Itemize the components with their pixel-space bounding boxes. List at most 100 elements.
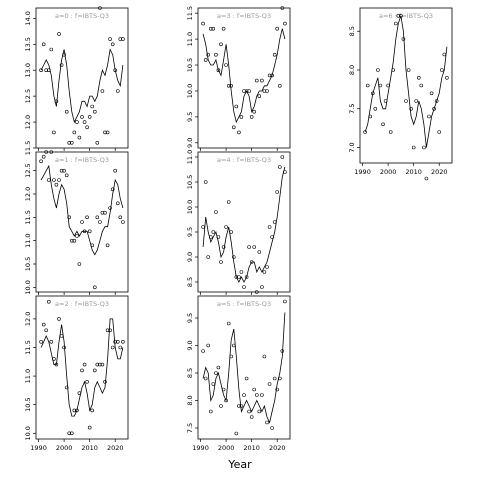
panel-4: a=4 : f=IBTS-Q3 8.5 9.0 9.5 10.0 10.5 11.0 <box>186 150 291 295</box>
observed-point <box>95 362 100 367</box>
observed-point <box>52 130 56 135</box>
observed-point <box>116 201 120 206</box>
observed-point <box>108 37 112 41</box>
observed-point <box>72 238 77 243</box>
observed-point <box>234 431 239 436</box>
observed-point <box>388 130 393 134</box>
observed-point <box>252 245 256 249</box>
y-tick-label: 9.0 <box>186 252 194 262</box>
observed-point <box>118 215 123 220</box>
fitted-line <box>40 48 124 124</box>
x-tick-label: 2010 <box>81 444 98 452</box>
observed-point <box>242 393 246 397</box>
observed-point <box>254 393 259 397</box>
observed-point <box>70 431 74 436</box>
y-tick-label: 10.0 <box>24 280 32 294</box>
fitted-line <box>202 28 286 124</box>
observed-point <box>275 26 280 31</box>
x-tick-label: 2010 <box>405 168 422 176</box>
observed-point <box>90 104 94 109</box>
observed-point <box>373 107 378 111</box>
observed-point <box>72 130 77 135</box>
observed-point <box>82 362 87 367</box>
observed-point <box>105 130 110 135</box>
observed-point <box>113 339 117 344</box>
observed-point <box>105 243 110 248</box>
observed-point <box>118 37 123 41</box>
y-tick-label: 8.0 <box>186 395 194 405</box>
observed-point <box>93 285 97 290</box>
observed-point <box>87 425 92 430</box>
observed-point <box>113 68 117 72</box>
observed-point <box>41 154 46 159</box>
observed-point <box>242 285 246 289</box>
y-tick-label: 8.5 <box>186 368 194 378</box>
y-tick-label: 11.0 <box>24 369 32 383</box>
observed-point <box>376 68 380 72</box>
observed-point <box>427 114 431 119</box>
observed-point <box>226 84 231 88</box>
observed-point <box>275 190 280 194</box>
panel-title: a=3 : f=IBTS-Q3 <box>217 12 271 20</box>
observed-point <box>422 145 426 150</box>
y-tick-label: 12.0 <box>24 187 32 201</box>
observed-point <box>100 362 105 367</box>
observed-point <box>46 299 51 304</box>
observed-point <box>257 250 262 254</box>
y-tick-label: 8.5 <box>348 26 356 36</box>
observed-point <box>54 99 59 104</box>
observed-point <box>439 68 444 72</box>
observed-point <box>224 63 228 67</box>
observed-point <box>98 6 102 10</box>
observed-point <box>399 14 403 18</box>
observed-point <box>363 130 367 134</box>
observed-point <box>108 328 112 333</box>
observed-point <box>277 376 282 381</box>
observed-point <box>95 141 100 145</box>
observed-point <box>219 404 223 408</box>
observed-point <box>82 229 87 234</box>
observed-point <box>110 42 115 47</box>
y-tick-label: 11.5 <box>24 210 32 224</box>
panel-title: a=5 : f=IBTS-Q3 <box>217 300 271 308</box>
panel-frame <box>197 151 291 293</box>
observed-point <box>206 343 210 348</box>
observed-point <box>424 176 429 181</box>
observed-point <box>396 14 401 18</box>
observed-point <box>70 141 74 145</box>
observed-point <box>275 387 280 392</box>
observed-point <box>41 42 46 47</box>
observed-point <box>90 243 94 248</box>
panel-frame <box>35 7 129 149</box>
observed-point <box>59 168 64 173</box>
observed-point <box>280 349 285 353</box>
observed-point <box>85 125 89 130</box>
observed-point <box>203 58 208 62</box>
observed-point <box>121 220 125 224</box>
panel-title: a=0 : f=IBTS-Q3 <box>55 12 109 20</box>
observed-point <box>203 180 208 184</box>
observed-point <box>57 178 61 182</box>
y-tick-label: 10.5 <box>186 175 194 189</box>
observed-point <box>393 21 398 26</box>
y-tick-label: 10.0 <box>186 84 194 98</box>
y-tick-label: 11.5 <box>24 340 32 354</box>
x-tick-label: 2010 <box>243 444 260 452</box>
observed-point <box>237 275 241 279</box>
observed-point <box>280 155 285 159</box>
observed-point <box>229 84 233 88</box>
observed-point <box>226 200 231 204</box>
observed-point <box>44 150 49 154</box>
observed-point <box>283 21 287 26</box>
observed-point <box>280 6 285 10</box>
observed-point <box>110 187 115 192</box>
observed-point <box>108 206 112 210</box>
y-tick-label: 10.5 <box>186 58 194 72</box>
panel-1: a=3 : f=IBTS-Q3 9.0 9.5 10.0 10.5 11.0 11.5 <box>186 6 291 151</box>
observed-point <box>214 52 218 57</box>
observed-point <box>244 376 249 381</box>
y-tick-label: 12.5 <box>24 89 32 103</box>
observed-point <box>224 398 228 403</box>
observed-point <box>221 26 226 31</box>
